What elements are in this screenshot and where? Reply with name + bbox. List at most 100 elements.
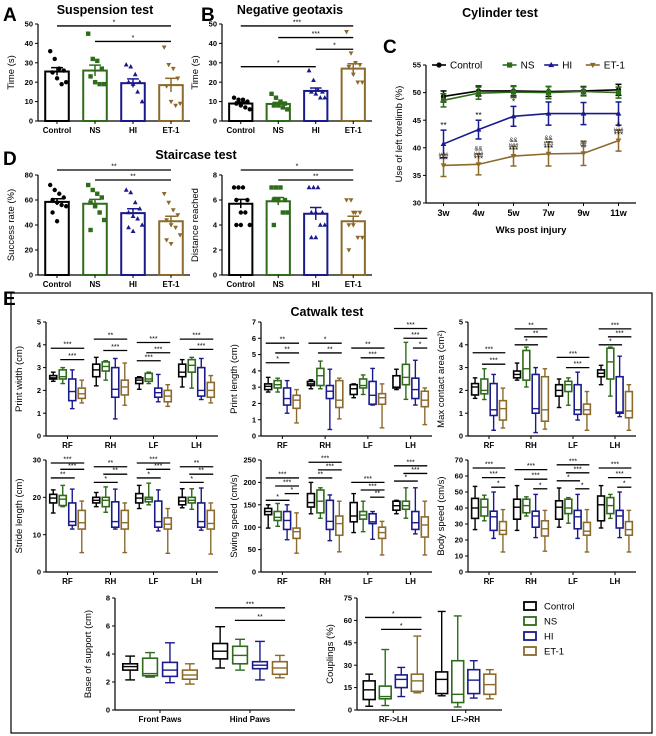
x-tick-label: LH bbox=[405, 577, 416, 586]
y-tick-label: 4 bbox=[37, 340, 42, 349]
box-et-1 bbox=[582, 521, 592, 537]
data-point-circle bbox=[247, 107, 252, 112]
significance-label: ** bbox=[313, 174, 319, 181]
data-point-circle bbox=[50, 210, 55, 215]
legend-label-ns: NS bbox=[521, 61, 535, 72]
data-point-square bbox=[95, 191, 100, 196]
x-tick-label: Front Paws bbox=[138, 715, 182, 724]
significance-label: *** bbox=[407, 459, 415, 466]
bar-chart-a: 0 10 20 30 40 50 Time (s) Control NS HI ET-1 * * bbox=[6, 19, 190, 135]
y-tick-label: 75 bbox=[344, 594, 352, 603]
box-hi bbox=[67, 378, 77, 402]
y-tick-label: 10 bbox=[33, 530, 41, 539]
y-tick-label: 4 bbox=[106, 650, 111, 659]
x-tick-label: 5w bbox=[507, 208, 520, 218]
et1-significance: ### bbox=[613, 128, 624, 134]
x-tick-label: RH bbox=[525, 577, 537, 586]
data-point-square bbox=[271, 103, 277, 108]
y-tick-label: 0 bbox=[459, 432, 463, 441]
data-point-inverted-triangle bbox=[173, 225, 179, 231]
hi-significance: ** bbox=[475, 111, 481, 120]
significance-label: ** bbox=[257, 614, 263, 621]
significance-label: * bbox=[392, 611, 395, 618]
x-tick-label: 11w bbox=[610, 208, 628, 218]
y-tick-label: 0 bbox=[348, 706, 352, 715]
et1-significance: && bbox=[544, 136, 552, 142]
panel-label-e: E bbox=[3, 289, 16, 310]
significance-label: ** bbox=[113, 468, 119, 475]
x-tick-label: RF bbox=[277, 441, 288, 450]
et1-significance: && bbox=[474, 146, 482, 152]
data-point-circle bbox=[436, 62, 442, 68]
data-point-triangle bbox=[475, 126, 482, 132]
data-point-circle bbox=[57, 191, 62, 196]
y-tick-label: 8 bbox=[213, 171, 217, 180]
bar-hi bbox=[120, 212, 146, 276]
data-point-square bbox=[86, 182, 91, 188]
box-chart-e8: 0 15 30 45 60 75 Couplings (%) RF->LH * * LF->RH Co… bbox=[325, 594, 575, 724]
y-tick-label: 50 bbox=[25, 20, 33, 29]
y-tick-label: 50 bbox=[413, 88, 421, 97]
y-tick-label: 5 bbox=[459, 318, 463, 327]
data-point-triangle bbox=[132, 71, 138, 77]
data-point-inverted-triangle bbox=[175, 213, 181, 218]
y-axis-label: Time (s) bbox=[6, 55, 17, 89]
y-axis-label: Print width (cm) bbox=[14, 346, 25, 412]
x-tick-label: RH bbox=[105, 441, 117, 450]
x-tick-label: Control bbox=[43, 126, 71, 135]
y-tick-label: 50 bbox=[455, 488, 463, 497]
y-tick-label: 45 bbox=[413, 116, 421, 125]
significance-label: * bbox=[113, 19, 116, 26]
significance-label: *** bbox=[149, 456, 157, 463]
x-tick-label: ET-1 bbox=[163, 280, 180, 289]
panel-label-b: B bbox=[201, 5, 215, 26]
data-point-inverted-triangle bbox=[344, 30, 349, 35]
data-point-inverted-triangle bbox=[615, 138, 622, 144]
x-tick-label: LF bbox=[363, 441, 373, 450]
et1-significance: *** bbox=[509, 146, 518, 155]
y-tick-label: 3 bbox=[37, 363, 41, 372]
significance-label: *** bbox=[145, 354, 153, 361]
y-tick-label: 200 bbox=[243, 478, 256, 487]
box-ns bbox=[58, 494, 68, 507]
data-point-circle bbox=[52, 56, 57, 62]
significance-label: *** bbox=[192, 333, 200, 340]
data-point-square bbox=[99, 66, 104, 71]
data-point-triangle bbox=[139, 98, 145, 104]
x-tick-label: LH bbox=[191, 441, 202, 450]
y-tick-label: 10 bbox=[455, 552, 463, 561]
box-ns bbox=[273, 510, 282, 522]
y-axis-label: Stride length (cm) bbox=[14, 479, 25, 554]
significance-label: *** bbox=[490, 471, 498, 478]
significance-label: *** bbox=[68, 463, 76, 470]
significance-label: *** bbox=[411, 467, 419, 474]
data-point-circle bbox=[234, 222, 239, 228]
data-point-inverted-triangle bbox=[164, 218, 169, 223]
box-ns bbox=[141, 657, 159, 677]
x-tick-label: RH bbox=[105, 577, 117, 586]
significance-label: * bbox=[132, 35, 135, 42]
panel-label-c: C bbox=[383, 37, 397, 58]
data-point-triangle bbox=[548, 61, 555, 68]
y-tick-label: 7 bbox=[252, 318, 256, 327]
data-point-square bbox=[280, 105, 286, 110]
x-tick-label: RH bbox=[319, 441, 331, 450]
significance-label: * bbox=[333, 43, 336, 50]
significance-label: ** bbox=[194, 460, 200, 467]
y-tick-label: 1 bbox=[459, 409, 463, 418]
box-ns bbox=[58, 369, 68, 380]
significance-label: *** bbox=[154, 463, 162, 470]
title-staircase: Staircase test bbox=[155, 148, 237, 162]
box-ns bbox=[378, 685, 392, 700]
x-tick-label: Hind Paws bbox=[230, 715, 271, 724]
x-tick-label: RH bbox=[525, 441, 537, 450]
y-tick-label: 6 bbox=[213, 196, 217, 205]
y-tick-label: 30 bbox=[209, 58, 217, 67]
data-point-triangle bbox=[306, 184, 312, 190]
y-tick-label: 10 bbox=[209, 97, 217, 106]
bar-ns bbox=[82, 202, 108, 276]
